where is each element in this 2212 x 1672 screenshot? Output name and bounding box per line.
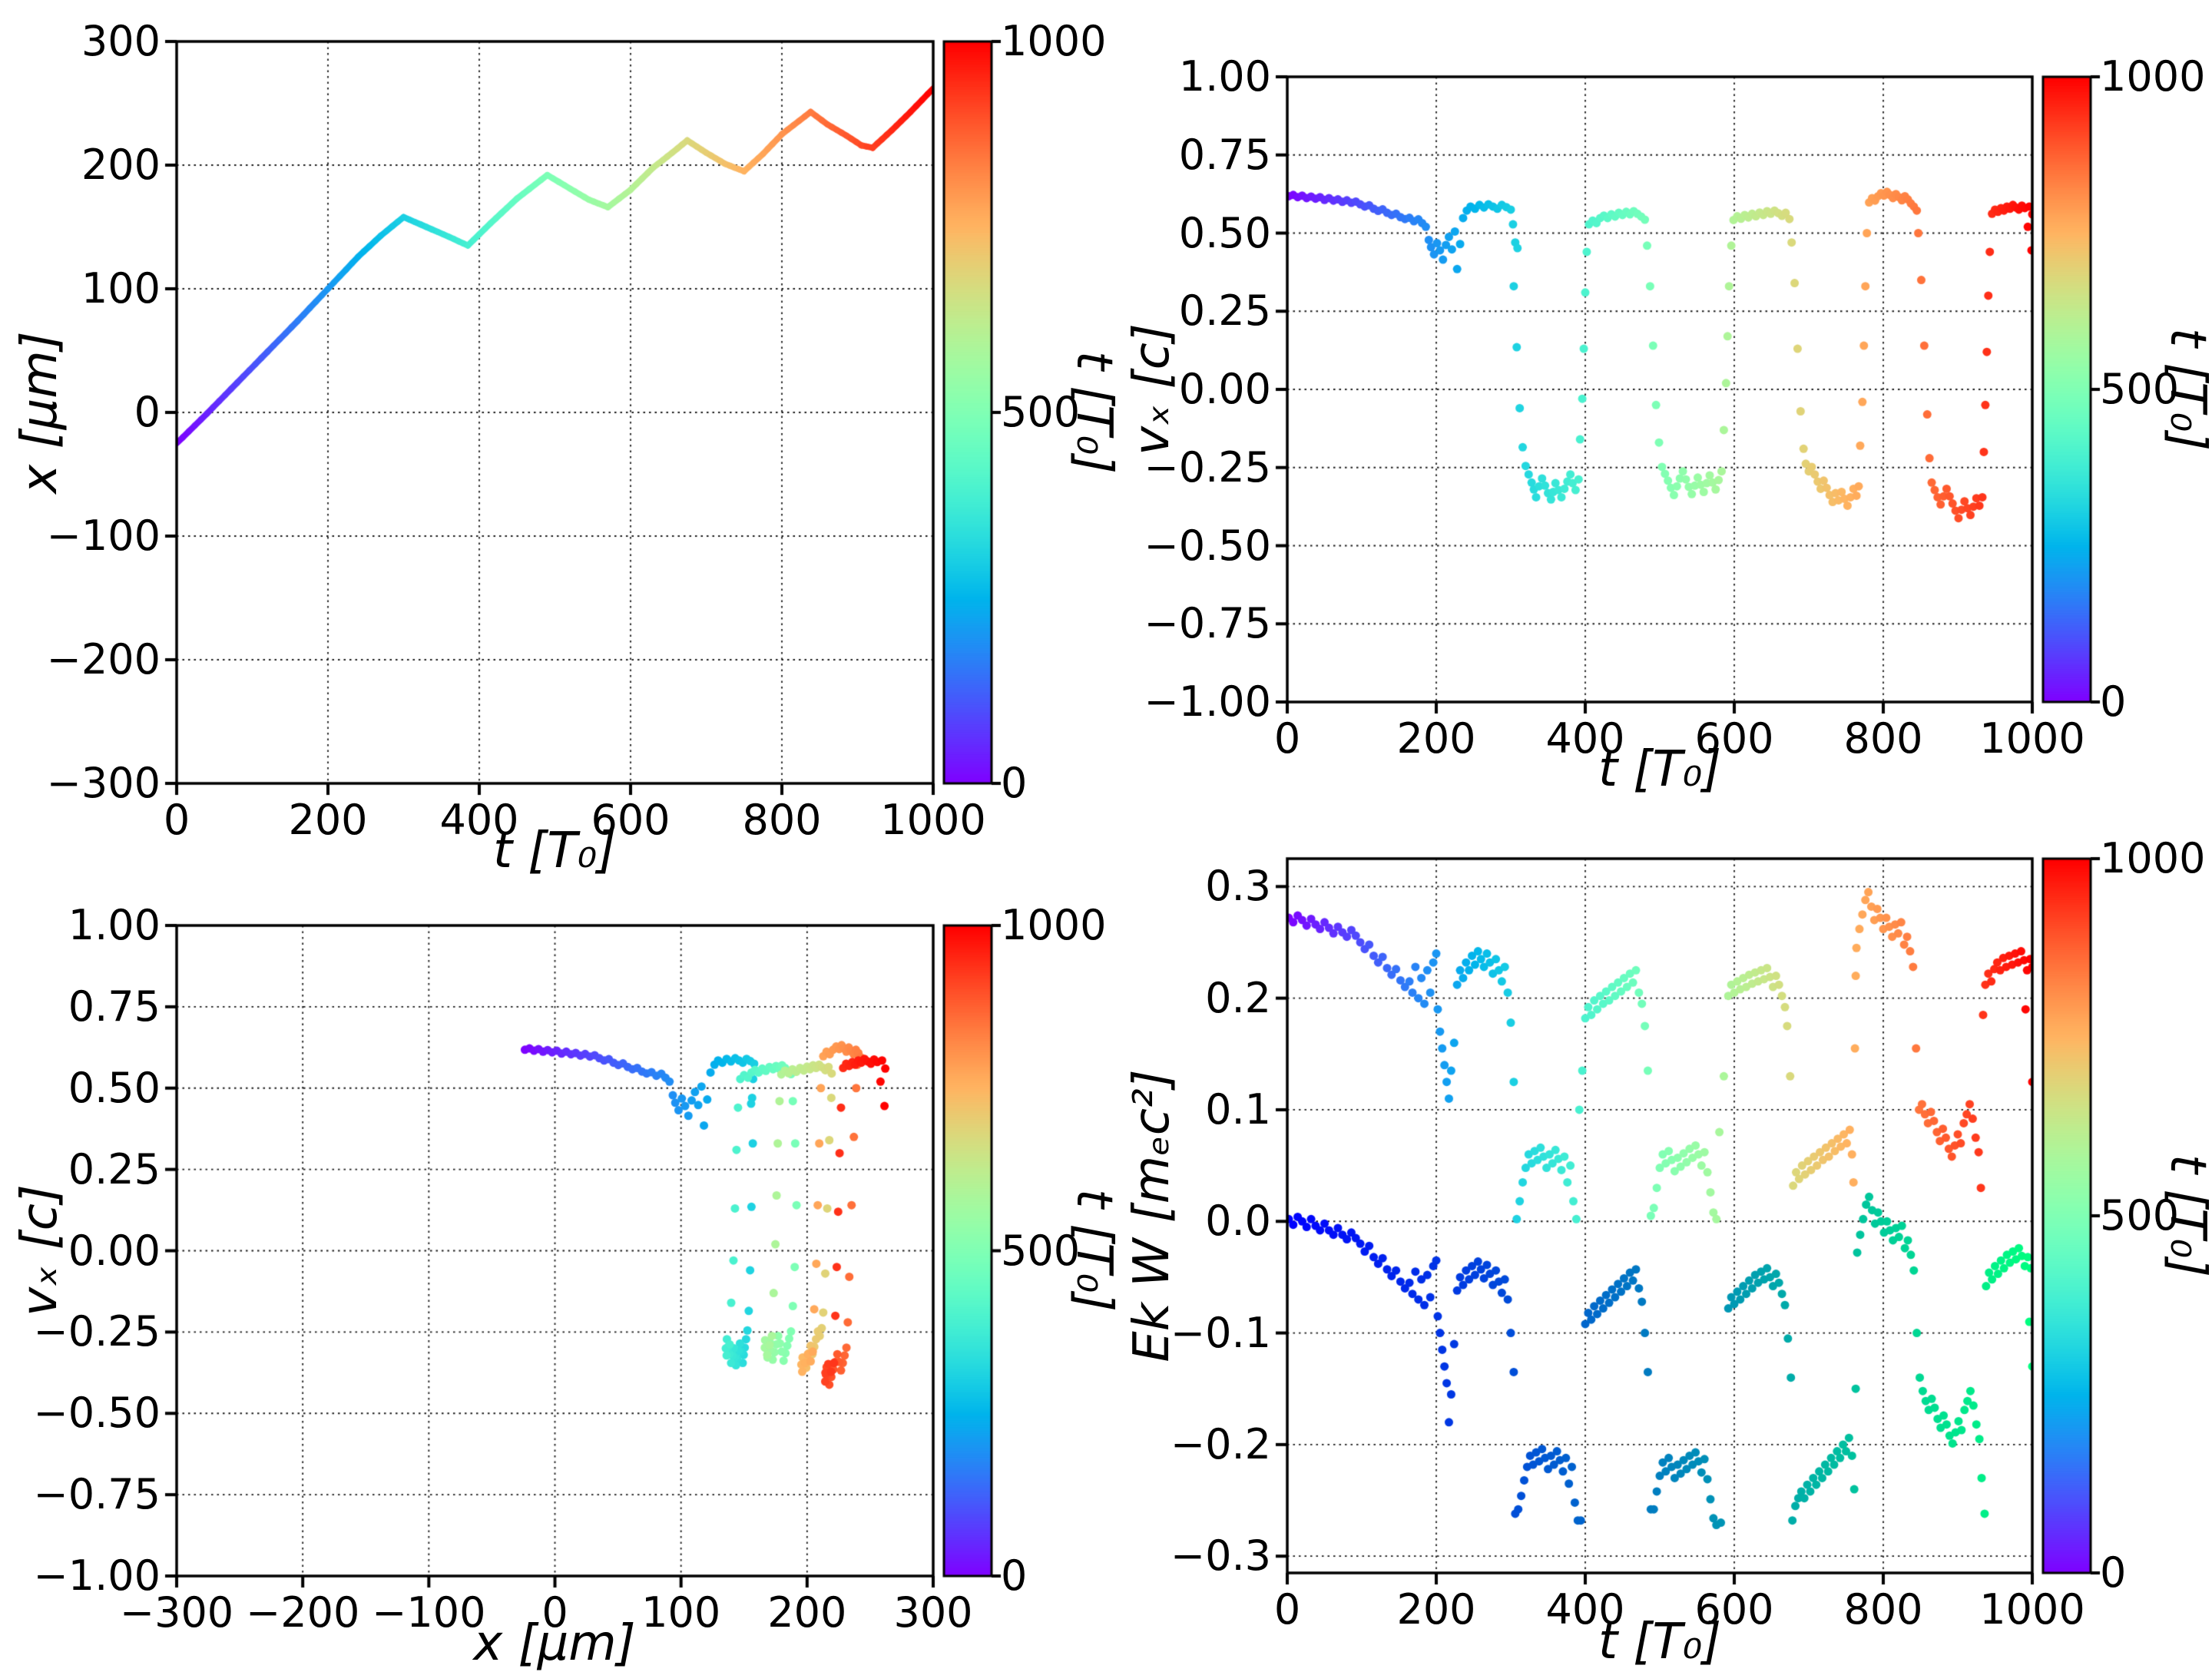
tick-label: 1.00 bbox=[1178, 52, 1271, 101]
tick-label: 500 bbox=[1001, 1226, 1081, 1275]
panel1-xlabel: t [T₀] bbox=[492, 823, 617, 879]
tick-label: 400 bbox=[439, 796, 519, 844]
tick-label: 1000 bbox=[1979, 1585, 2085, 1634]
tick-label: 200 bbox=[81, 141, 161, 189]
tick-label: −0.3 bbox=[1170, 1531, 1271, 1581]
tick-label: 0.0 bbox=[1205, 1197, 1271, 1246]
tick-label: −300 bbox=[119, 1588, 234, 1637]
tick-label: 1.00 bbox=[68, 901, 161, 949]
panel2-xlabel: t [T₀] bbox=[1598, 741, 1722, 798]
tick-label: 1000 bbox=[2100, 52, 2206, 101]
tick-label: 0 bbox=[2100, 1548, 2127, 1597]
tick-label: −0.25 bbox=[33, 1307, 161, 1356]
tick-label: 1000 bbox=[1979, 714, 2085, 763]
panel2-ylabel: vₓ [c] bbox=[1124, 323, 1181, 455]
tick-label: −300 bbox=[46, 759, 161, 807]
tick-label: 200 bbox=[1396, 714, 1476, 763]
tick-label: 100 bbox=[641, 1588, 721, 1637]
tick-label: −0.50 bbox=[1144, 521, 1271, 570]
tick-label: 1000 bbox=[880, 796, 986, 844]
tick-label: 0 bbox=[1273, 1585, 1301, 1634]
tick-label: −0.25 bbox=[1144, 442, 1271, 492]
tick-label: 1000 bbox=[1001, 17, 1107, 65]
tick-label: 800 bbox=[1843, 1585, 1923, 1634]
panel4-xlabel: t [T₀] bbox=[1598, 1614, 1722, 1670]
tick-label: −200 bbox=[46, 635, 161, 684]
tick-label: 300 bbox=[81, 17, 161, 65]
tick-label: 200 bbox=[1396, 1585, 1476, 1634]
tick-label: 0.75 bbox=[1178, 130, 1271, 179]
tick-label: 0.2 bbox=[1205, 973, 1271, 1022]
tick-label: 600 bbox=[591, 796, 671, 844]
tick-label: 0.25 bbox=[1178, 286, 1271, 336]
tick-label: 0.50 bbox=[68, 1063, 161, 1112]
panel1-ylabel: x [μm] bbox=[12, 331, 68, 494]
tick-label: 1000 bbox=[2100, 834, 2206, 882]
tick-label: 600 bbox=[1694, 714, 1774, 763]
tick-label: 0.1 bbox=[1205, 1084, 1271, 1134]
tick-label: 300 bbox=[893, 1588, 973, 1637]
tick-label: −100 bbox=[372, 1588, 486, 1637]
tick-label: 0.00 bbox=[68, 1226, 161, 1275]
tick-label: 800 bbox=[742, 796, 822, 844]
tick-label: 800 bbox=[1843, 714, 1923, 763]
panel3-xlabel: x [μm] bbox=[473, 1615, 636, 1672]
tick-label: −1.00 bbox=[33, 1551, 161, 1600]
tick-label: 500 bbox=[1001, 388, 1081, 436]
tick-label: 400 bbox=[1545, 1585, 1625, 1634]
tick-label: 0 bbox=[2100, 677, 2127, 726]
tick-label: −0.50 bbox=[33, 1389, 161, 1438]
tick-label: 0 bbox=[134, 388, 161, 436]
tick-label: 0 bbox=[541, 1588, 568, 1637]
panel3-ylabel: vₓ [c] bbox=[12, 1184, 68, 1316]
tick-label: 0.75 bbox=[68, 982, 161, 1031]
tick-label: 0.3 bbox=[1205, 862, 1271, 911]
tick-label: 0.00 bbox=[1178, 365, 1271, 413]
tick-label: 400 bbox=[1545, 714, 1625, 763]
tick-label: 1000 bbox=[1001, 901, 1107, 949]
tick-label: −0.75 bbox=[33, 1470, 161, 1519]
tick-label: 500 bbox=[2100, 365, 2180, 413]
tick-label: −200 bbox=[245, 1588, 360, 1637]
tick-label: 0 bbox=[1001, 1551, 1028, 1600]
tick-label: 0.25 bbox=[68, 1144, 161, 1194]
tick-label: 0 bbox=[1001, 759, 1028, 807]
tick-label: −0.1 bbox=[1170, 1308, 1271, 1357]
panel4-ylabel: Ek W [mₑc²] bbox=[1124, 1069, 1181, 1362]
tick-label: 0 bbox=[1273, 714, 1301, 763]
tick-label: 600 bbox=[1694, 1585, 1774, 1634]
tick-label: 0.50 bbox=[1178, 208, 1271, 257]
tick-label: 100 bbox=[81, 264, 161, 313]
tick-label: −100 bbox=[46, 512, 161, 560]
tick-label: −1.00 bbox=[1144, 677, 1271, 726]
tick-label: 0 bbox=[163, 796, 190, 844]
tick-label: −0.2 bbox=[1170, 1419, 1271, 1468]
tick-label: 200 bbox=[288, 796, 368, 844]
tick-label: 200 bbox=[767, 1588, 847, 1637]
tick-label: 500 bbox=[2100, 1191, 2180, 1240]
tick-label: −0.75 bbox=[1144, 599, 1271, 648]
